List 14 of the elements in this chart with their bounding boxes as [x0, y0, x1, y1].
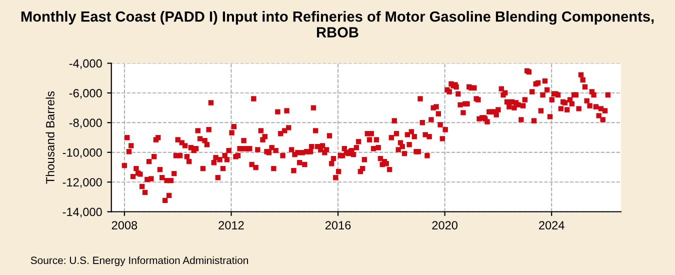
y-tick-label: -8,000 [69, 118, 102, 128]
x-tick-label: 2012 [218, 221, 244, 230]
y-axis-title: Thousand Barrels [46, 91, 54, 184]
x-tick-label: 2020 [432, 221, 458, 230]
chart-title: Monthly East Coast (PADD I) Input into Refineries of Motor Gasoline Blending Components, RBOB [21, 11, 654, 38]
x-tick-label: 2016 [325, 221, 351, 230]
source-note: Source: U.S. Energy Information Administration [30, 256, 248, 266]
x-tick-label: 2024 [539, 221, 564, 230]
y-tick-label: -4,000 [69, 59, 102, 70]
x-tick-label: 2008 [112, 221, 138, 230]
y-tick-label: -10,000 [62, 148, 102, 158]
y-tick-label: -14,000 [62, 208, 102, 218]
y-tick-label: -6,000 [69, 88, 102, 99]
y-tick-label: -12,000 [62, 178, 102, 188]
